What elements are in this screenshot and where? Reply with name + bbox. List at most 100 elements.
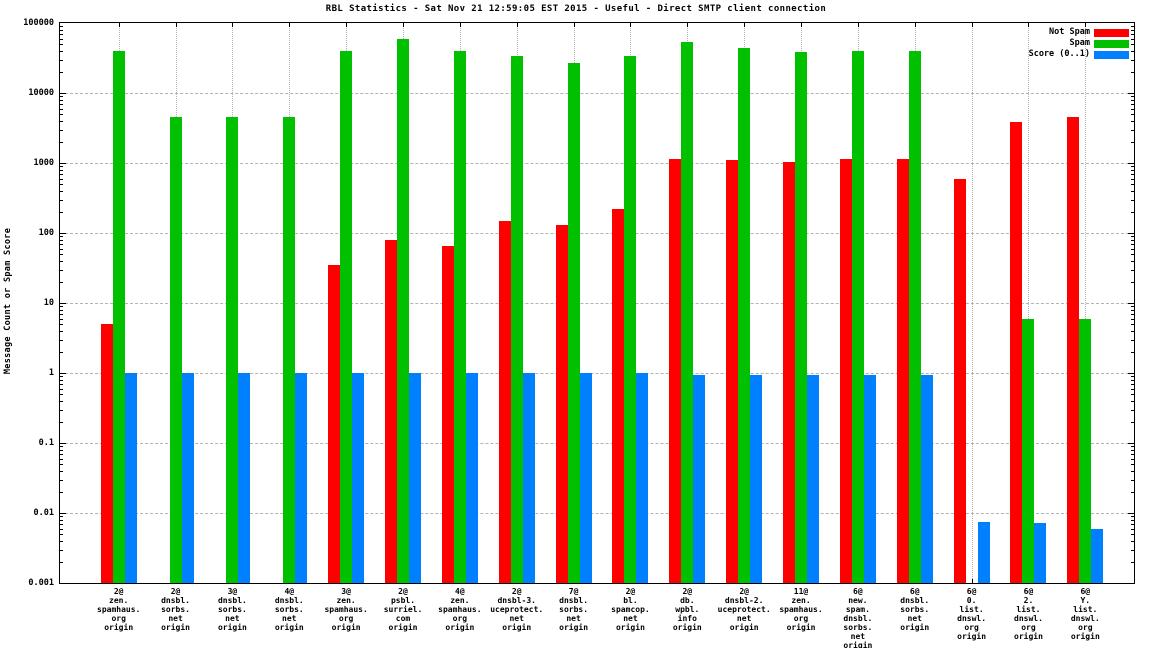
y-minor-tick — [1131, 129, 1134, 131]
bar-not-spam — [953, 178, 966, 583]
x-tick-label: 2@ dnsbl-3. uceprotect. net origin — [490, 587, 544, 632]
y-minor-tick — [1131, 254, 1134, 256]
x-tick-label: 6@ 2. list. dnswl. org origin — [1014, 587, 1043, 641]
y-minor-tick — [1131, 190, 1134, 192]
x-tick — [744, 23, 746, 27]
y-minor-tick — [60, 376, 63, 378]
y-minor-tick — [60, 211, 63, 213]
y-minor-tick — [60, 453, 63, 455]
y-minor-tick — [60, 464, 63, 466]
y-minor-tick — [60, 470, 63, 472]
x-gridline — [971, 23, 973, 583]
y-minor-tick — [60, 561, 63, 563]
y-minor-tick — [60, 421, 63, 423]
bar-spam — [851, 50, 864, 583]
y-minor-tick — [1131, 313, 1134, 315]
x-tick — [857, 23, 859, 27]
y-minor-tick — [1131, 239, 1134, 241]
bar-spam — [795, 52, 808, 583]
y-major-tick — [60, 233, 66, 234]
y-minor-tick — [60, 166, 63, 168]
y-minor-tick — [60, 108, 63, 110]
y-minor-tick — [60, 379, 63, 381]
bar-not-spam — [328, 264, 341, 583]
legend-row: Not Spam — [1000, 27, 1132, 38]
x-tick-label: 2@ db. wpbl. info origin — [672, 587, 702, 632]
bar-score-0-1- — [636, 373, 649, 583]
chart-title: RBL Statistics - Sat Nov 21 12:59:05 EST… — [325, 4, 827, 14]
bar-not-spam — [669, 158, 682, 583]
y-minor-tick — [1131, 409, 1134, 411]
x-tick-label: 7@ dnsbl. sorbs. net origin — [559, 587, 589, 632]
legend-label: Spam — [1069, 38, 1090, 48]
bar-score-0-1- — [238, 373, 251, 583]
y-minor-tick — [1131, 446, 1134, 448]
y-minor-tick — [60, 103, 63, 105]
bar-score-0-1- — [409, 373, 421, 583]
x-tick — [403, 23, 404, 27]
y-minor-tick — [1131, 330, 1134, 332]
y-gridline — [60, 513, 1134, 514]
x-tick-label: 2@ bl. spamcop. net origin — [611, 587, 650, 632]
x-tick — [459, 23, 461, 27]
bar-spam — [112, 50, 125, 583]
y-minor-tick — [1131, 453, 1134, 455]
y-minor-tick — [1131, 523, 1134, 525]
legend: Not Spam Spam Score (0..1) — [1000, 27, 1132, 60]
y-minor-tick — [60, 523, 63, 525]
y-minor-tick — [1131, 318, 1134, 320]
y-minor-tick — [60, 96, 63, 98]
y-major-tick — [1128, 93, 1134, 94]
x-tick-label: 4@ zen. spamhaus. org origin — [438, 587, 482, 632]
bar-spam — [169, 117, 182, 583]
y-major-tick — [1128, 233, 1134, 234]
bar-score-0-1- — [295, 373, 308, 583]
bar-spam — [510, 55, 523, 583]
y-minor-tick — [1131, 540, 1134, 542]
y-minor-tick — [60, 458, 63, 460]
y-minor-tick — [1131, 141, 1134, 143]
bar-spam — [1079, 318, 1092, 583]
y-tick-label: 0.1 — [38, 438, 54, 448]
y-minor-tick — [60, 339, 63, 341]
bar-spam — [340, 50, 353, 583]
y-minor-tick — [60, 169, 63, 171]
y-minor-tick — [60, 114, 63, 116]
y-minor-tick — [1131, 479, 1134, 481]
y-minor-tick — [1131, 458, 1134, 460]
y-minor-tick — [60, 549, 63, 551]
y-major-tick — [1128, 443, 1134, 444]
y-minor-tick — [1131, 260, 1134, 262]
y-minor-tick — [1131, 306, 1134, 308]
legend-row: Spam — [1000, 38, 1132, 49]
y-minor-tick — [1131, 376, 1134, 378]
y-major-tick — [60, 163, 66, 164]
y-minor-tick — [60, 141, 63, 143]
y-minor-tick — [60, 449, 63, 451]
y-minor-tick — [60, 120, 63, 122]
x-tick — [516, 23, 518, 27]
y-tick-label: 1000 — [33, 158, 54, 168]
y-minor-tick — [60, 243, 63, 245]
x-tick — [630, 23, 632, 27]
bar-spam — [226, 117, 239, 583]
bar-spam — [681, 42, 694, 583]
x-tick-label: 3@ zen. spamhaus. org origin — [324, 587, 368, 632]
y-minor-tick — [1131, 114, 1134, 116]
y-minor-tick — [1131, 108, 1134, 110]
bar-score-0-1- — [750, 374, 763, 583]
y-minor-tick — [1131, 464, 1134, 466]
y-minor-tick — [60, 178, 63, 180]
y-minor-tick — [60, 199, 63, 201]
bar-not-spam — [612, 209, 625, 583]
y-minor-tick — [60, 383, 63, 385]
y-minor-tick — [60, 351, 63, 353]
bar-spam — [453, 50, 466, 583]
bar-not-spam — [441, 246, 454, 583]
y-minor-tick — [60, 248, 63, 250]
x-tick — [175, 23, 177, 27]
x-tick-label: 4@ dnsbl. sorbs. net origin — [274, 587, 304, 632]
y-minor-tick — [1131, 211, 1134, 213]
bar-spam — [397, 38, 409, 583]
legend-swatch-not-spam — [1094, 28, 1129, 37]
